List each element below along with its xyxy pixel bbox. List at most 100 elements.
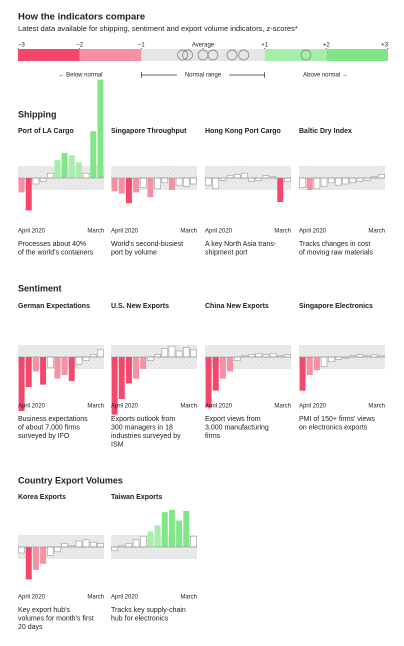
bar: [154, 354, 161, 358]
chart-description: industries surveyed by: [111, 433, 181, 440]
bar: [342, 177, 349, 185]
bar: [40, 357, 47, 385]
chart-description: Tracks changes in cost: [299, 241, 370, 248]
bar: [39, 177, 47, 182]
below-normal-label: ← Below normal: [58, 73, 102, 79]
scale-segment: [264, 49, 327, 61]
bar: [140, 357, 147, 369]
scale-tick-label: +3: [381, 43, 389, 49]
bar: [227, 357, 234, 372]
chart-description: 300 managers in 18: [111, 424, 173, 431]
x-tick-label: March: [180, 595, 197, 601]
bar: [54, 357, 61, 379]
bar: [335, 356, 342, 360]
chart-description: Tracks key supply-chain: [111, 607, 186, 614]
indicator-marker: [300, 49, 312, 61]
bar: [277, 178, 284, 202]
chart-description: port by volume: [111, 249, 157, 256]
bar: [40, 547, 47, 564]
indicator-marker: [182, 49, 193, 61]
scale-segment: [326, 49, 388, 61]
bar: [378, 174, 385, 179]
bar: [132, 539, 140, 548]
bar: [25, 178, 32, 211]
bar: [75, 540, 83, 548]
bar: [183, 511, 190, 547]
scale-tick-label: +2: [323, 43, 331, 49]
bar: [46, 356, 54, 369]
x-tick-label: March: [274, 404, 291, 410]
scale-tick-label: −3: [18, 43, 26, 49]
x-tick-label: April 2020: [111, 229, 139, 235]
bar: [219, 357, 226, 379]
bar: [356, 354, 364, 358]
bar: [349, 177, 357, 184]
x-tick-label: March: [274, 229, 291, 235]
chart-description: of moving raw materials: [299, 249, 373, 256]
above-normal-label: Above normal →: [303, 73, 348, 79]
bar: [154, 177, 161, 190]
bar: [327, 177, 335, 184]
chart-title: Singapore Electronics: [299, 303, 373, 310]
chart-description: PMI of 150+ firms' views: [299, 416, 375, 423]
bar: [327, 356, 335, 363]
scale-tick-label: +1: [261, 43, 269, 49]
bar: [320, 177, 328, 187]
bar: [182, 347, 190, 358]
x-tick-label: March: [87, 229, 104, 235]
chart-description: shipment port: [205, 249, 247, 256]
chart-title: Singapore Throughput: [111, 128, 187, 135]
chart-description: A key North Asia trans-: [205, 241, 277, 248]
scale-segment: [79, 49, 142, 61]
title: How the indicators compare: [18, 12, 145, 23]
chart-title: U.S. New Exports: [111, 303, 169, 310]
bar: [190, 177, 197, 185]
chart-description: Export views from: [205, 416, 261, 423]
scale-average-label: Average: [192, 43, 215, 49]
bar: [284, 177, 291, 182]
bar: [161, 512, 168, 547]
x-tick-label: April 2020: [299, 229, 327, 235]
chart-title: China New Exports: [205, 303, 269, 310]
bar: [182, 177, 190, 187]
chart-description: of the world's containers: [18, 249, 94, 256]
bar: [168, 345, 176, 358]
x-tick-label: April 2020: [18, 229, 46, 235]
bar: [82, 172, 90, 179]
scale-segment: [18, 49, 80, 61]
chart-description: of about 7,000 firms: [18, 424, 80, 431]
bar: [18, 546, 25, 554]
chart-description: Processes about 40%: [18, 241, 86, 248]
bar: [299, 177, 306, 188]
x-tick-label: April 2020: [205, 229, 233, 235]
bar: [154, 525, 161, 547]
bar: [18, 178, 25, 193]
bar: [175, 350, 183, 358]
bar: [147, 178, 154, 198]
bar: [370, 354, 378, 358]
bar: [147, 531, 154, 547]
bar: [248, 354, 255, 358]
bar: [219, 177, 227, 181]
scale-tick-label: −2: [76, 43, 84, 49]
bar: [118, 178, 125, 194]
bar: [61, 152, 68, 178]
bar: [75, 162, 82, 178]
bar: [233, 356, 241, 361]
x-tick-label: March: [87, 595, 104, 601]
bar: [61, 543, 68, 548]
bar: [168, 178, 175, 190]
bar: [97, 79, 104, 178]
bar: [125, 178, 132, 204]
chart-description: Business expectations: [18, 416, 88, 423]
chart-description: surveyed by IFO: [18, 433, 70, 440]
chart-title: Hong Kong Port Cargo: [205, 128, 281, 135]
chart-title: Port of LA Cargo: [18, 128, 74, 135]
scale-tick-label: −1: [138, 43, 146, 49]
bar: [90, 131, 97, 178]
section-heading: Sentiment: [18, 283, 62, 293]
bar: [212, 177, 220, 190]
bar: [133, 178, 140, 193]
section-heading: Country Export Volumes: [18, 475, 123, 485]
chart-description: Key export hub's: [18, 607, 70, 614]
